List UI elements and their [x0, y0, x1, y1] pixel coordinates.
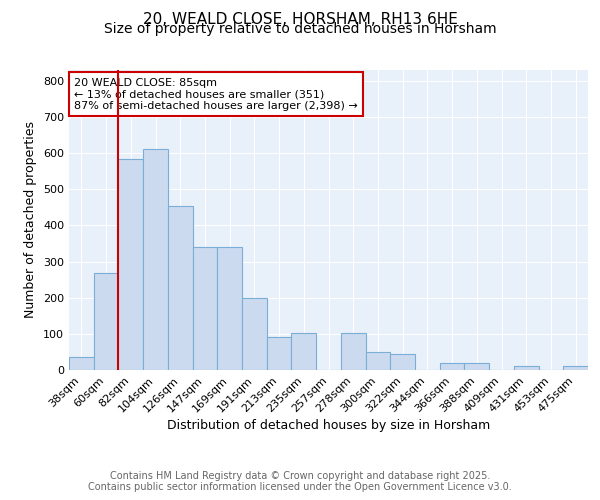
Text: 20, WEALD CLOSE, HORSHAM, RH13 6HE: 20, WEALD CLOSE, HORSHAM, RH13 6HE [143, 12, 457, 28]
Y-axis label: Number of detached properties: Number of detached properties [25, 122, 37, 318]
Bar [440, 364, 464, 370]
Text: 20 WEALD CLOSE: 85sqm
← 13% of detached houses are smaller (351)
87% of semi-det: 20 WEALD CLOSE: 85sqm ← 13% of detached … [74, 78, 358, 110]
Bar [464, 364, 489, 370]
Bar [143, 149, 168, 370]
Bar [365, 352, 390, 370]
Bar [292, 333, 316, 370]
Bar [118, 158, 143, 370]
Bar [94, 273, 118, 370]
Bar [193, 247, 217, 370]
Bar [168, 206, 193, 370]
Text: Contains HM Land Registry data © Crown copyright and database right 2025.
Contai: Contains HM Land Registry data © Crown c… [88, 471, 512, 492]
Bar [341, 333, 365, 370]
Bar [563, 366, 588, 370]
Bar [242, 298, 267, 370]
Bar [267, 338, 292, 370]
Bar [217, 247, 242, 370]
Text: Size of property relative to detached houses in Horsham: Size of property relative to detached ho… [104, 22, 496, 36]
Bar [514, 366, 539, 370]
X-axis label: Distribution of detached houses by size in Horsham: Distribution of detached houses by size … [167, 420, 490, 432]
Bar [69, 356, 94, 370]
Bar [390, 354, 415, 370]
